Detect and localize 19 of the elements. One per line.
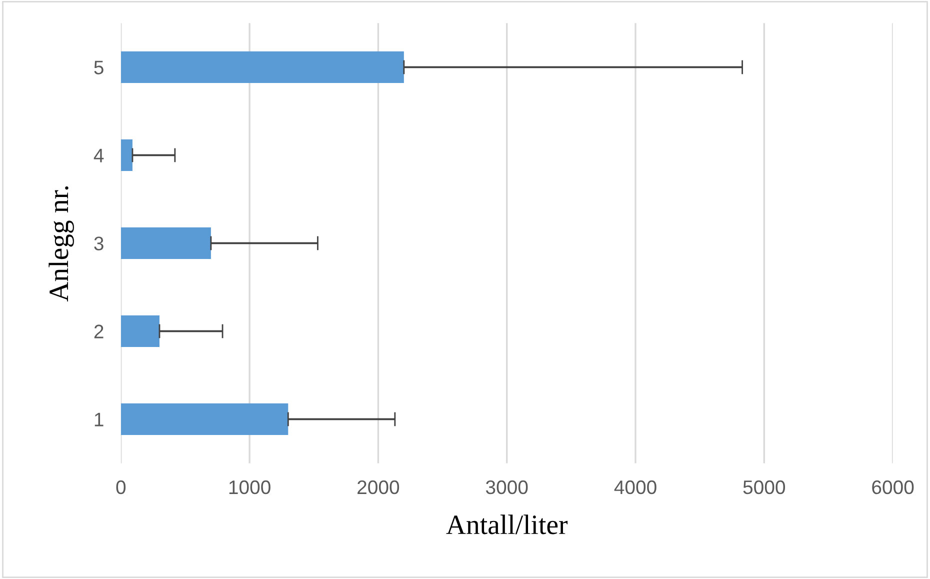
y-tick-label: 1: [94, 412, 104, 426]
x-tick-label: 6000: [872, 480, 914, 494]
y-tick-label: 5: [94, 60, 104, 74]
y-tick-label: 2: [94, 324, 104, 338]
x-tick-label: 1000: [229, 480, 270, 494]
x-tick-label: 5000: [743, 480, 786, 494]
bar: [120, 403, 288, 436]
y-axis-title: Anlegg nr.: [48, 186, 74, 302]
bar: [120, 51, 404, 84]
x-tick-label: 3000: [486, 480, 528, 494]
bar: [120, 139, 132, 172]
bar: [120, 315, 160, 348]
y-tick-label: 4: [94, 148, 104, 162]
x-axis-title: Antall/liter: [446, 514, 568, 534]
y-tick-label: 3: [94, 236, 104, 250]
x-tick-label: 2000: [358, 480, 400, 494]
x-tick-label: 4000: [614, 480, 656, 494]
bar: [120, 227, 211, 260]
x-tick-label: 0: [116, 480, 126, 494]
